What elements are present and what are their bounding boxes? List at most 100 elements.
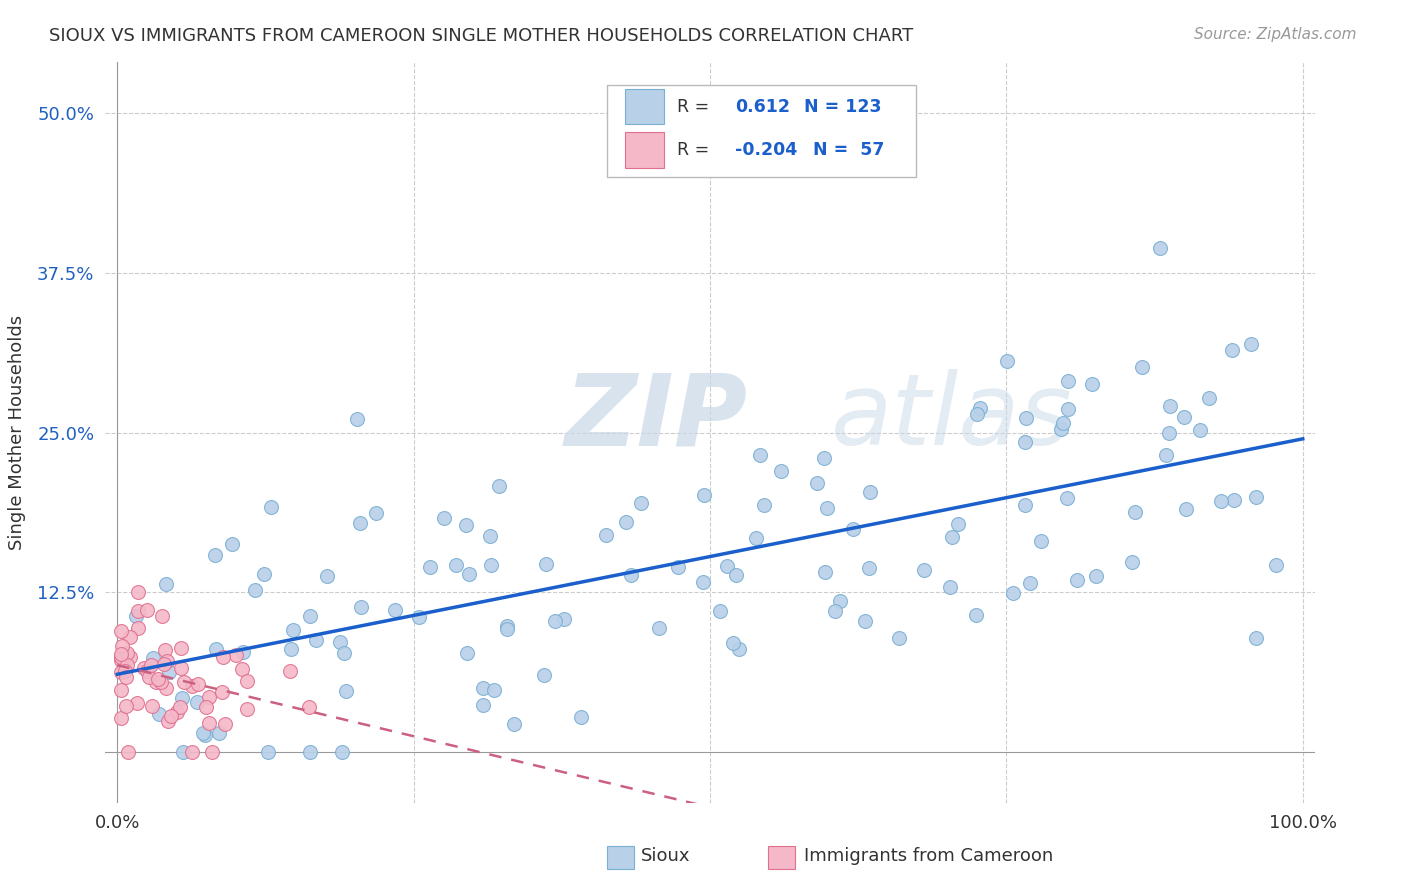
Point: [472, 681, 495, 696]
Point: [187, 677, 209, 691]
Point: [484, 682, 506, 697]
Point: [433, 511, 456, 525]
Point: [124, 609, 146, 624]
Point: [114, 665, 136, 679]
Point: [172, 745, 194, 759]
Point: [965, 607, 987, 622]
Text: SIOUX VS IMMIGRANTS FROM CAMEROON SINGLE MOTHER HOUSEHOLDS CORRELATION CHART: SIOUX VS IMMIGRANTS FROM CAMEROON SINGLE…: [49, 27, 914, 45]
Point: [912, 563, 935, 577]
Point: [117, 745, 139, 759]
Point: [995, 353, 1018, 368]
Point: [384, 603, 406, 617]
Point: [1244, 491, 1267, 505]
Point: [814, 565, 837, 579]
Point: [155, 577, 177, 591]
Point: [1159, 399, 1181, 413]
Text: -0.204: -0.204: [735, 141, 797, 159]
Point: [253, 567, 276, 582]
Point: [1173, 409, 1195, 424]
Point: [141, 658, 163, 673]
Point: [748, 448, 770, 462]
Point: [858, 561, 880, 575]
Point: [692, 575, 714, 590]
Point: [120, 630, 142, 644]
Point: [204, 549, 226, 563]
Point: [770, 465, 793, 479]
Point: [533, 668, 555, 682]
Point: [169, 700, 191, 714]
Point: [281, 623, 304, 637]
Point: [454, 518, 477, 533]
Point: [211, 649, 233, 664]
Point: [553, 612, 575, 626]
Point: [502, 717, 524, 731]
Point: [157, 714, 180, 729]
Point: [111, 639, 134, 653]
Point: [648, 621, 671, 635]
Point: [1057, 374, 1080, 388]
Point: [110, 624, 132, 638]
Point: [305, 633, 328, 648]
FancyBboxPatch shape: [607, 85, 915, 178]
Point: [146, 672, 169, 686]
Point: [299, 745, 322, 759]
Point: [349, 516, 371, 530]
Point: [496, 618, 519, 632]
Point: [110, 665, 132, 679]
Point: [1050, 422, 1073, 436]
Point: [941, 530, 963, 544]
Point: [316, 569, 339, 583]
Point: [160, 709, 183, 723]
Point: [198, 690, 221, 704]
Point: [1057, 401, 1080, 416]
Point: [211, 684, 233, 698]
Point: [709, 604, 731, 618]
Point: [157, 665, 180, 680]
Point: [966, 407, 988, 421]
Point: [231, 662, 253, 676]
Point: [457, 567, 479, 582]
Text: 0.612: 0.612: [735, 98, 790, 116]
Point: [153, 657, 176, 672]
Point: [488, 479, 510, 493]
Point: [335, 683, 357, 698]
Y-axis label: Single Mother Households: Single Mother Households: [8, 315, 25, 550]
Text: R =: R =: [678, 141, 710, 159]
Point: [1014, 435, 1036, 450]
Point: [118, 649, 141, 664]
FancyBboxPatch shape: [626, 132, 664, 168]
Point: [364, 506, 387, 520]
Point: [145, 675, 167, 690]
Point: [260, 500, 283, 514]
FancyBboxPatch shape: [626, 89, 664, 125]
Point: [127, 604, 149, 618]
Point: [110, 653, 132, 667]
Point: [1157, 425, 1180, 440]
Point: [1154, 448, 1177, 462]
Point: [225, 648, 247, 663]
Point: [1052, 417, 1074, 431]
Point: [110, 682, 132, 697]
Point: [716, 559, 738, 574]
Point: [221, 537, 243, 551]
Text: ZIP: ZIP: [565, 369, 748, 467]
Point: [745, 531, 768, 545]
Text: N = 123: N = 123: [804, 98, 882, 116]
Point: [946, 517, 969, 532]
Point: [939, 580, 962, 594]
Point: [141, 698, 163, 713]
Point: [471, 698, 494, 712]
Text: Source: ZipAtlas.com: Source: ZipAtlas.com: [1194, 27, 1357, 42]
Point: [630, 496, 652, 510]
Point: [125, 696, 148, 710]
Point: [1085, 568, 1108, 582]
Point: [138, 670, 160, 684]
Point: [859, 485, 882, 500]
Point: [170, 640, 193, 655]
Point: [195, 699, 218, 714]
Point: [330, 745, 353, 759]
Point: [1244, 631, 1267, 645]
Point: [181, 745, 204, 759]
Point: [232, 645, 254, 659]
Point: [969, 401, 991, 415]
